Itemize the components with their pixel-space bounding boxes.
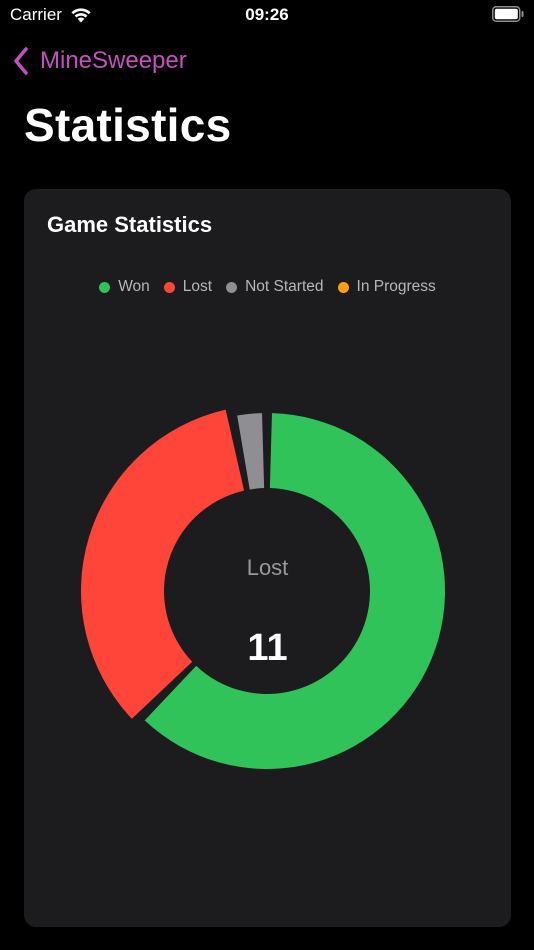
donut-slice-not-started[interactable] (237, 413, 265, 490)
legend-item-lost: Lost (163, 278, 213, 296)
page-title: Statistics (24, 99, 232, 151)
legend-dot-lost (163, 281, 175, 293)
donut-center-label: Lost (246, 555, 289, 580)
donut-slice-lost[interactable] (80, 409, 245, 719)
back-button-label: MineSweeper (40, 47, 187, 74)
legend-label-not-started: Not Started (245, 278, 324, 295)
statistics-card: Game Statistics Won Lost Not Started In … (24, 189, 511, 927)
legend-label-won: Won (118, 278, 150, 295)
legend-item-not-started: Not Started (226, 278, 324, 296)
chevron-left-icon (14, 47, 28, 75)
donut-chart[interactable] (24, 379, 511, 779)
legend-label-lost: Lost (182, 278, 213, 295)
legend-dot-won (99, 281, 111, 293)
donut-slice-won[interactable] (144, 413, 446, 769)
clock-time: 09:26 (245, 5, 289, 24)
donut-center-value: 11 (247, 627, 288, 669)
legend-label-in-progress: In Progress (356, 278, 436, 295)
legend-dot-in-progress (337, 281, 349, 293)
card-title: Game Statistics (47, 212, 213, 237)
carrier-label: Carrier (10, 5, 62, 24)
legend-item-in-progress: In Progress (337, 278, 436, 296)
back-button[interactable]: MineSweeper (12, 44, 187, 78)
battery-icon (492, 6, 524, 22)
status-bar: Carrier 09:26 (0, 0, 534, 30)
chart-legend: Won Lost Not Started In Progress (24, 278, 511, 296)
legend-item-won: Won (99, 278, 150, 296)
legend-dot-not-started (226, 281, 238, 293)
wifi-icon (71, 8, 91, 23)
